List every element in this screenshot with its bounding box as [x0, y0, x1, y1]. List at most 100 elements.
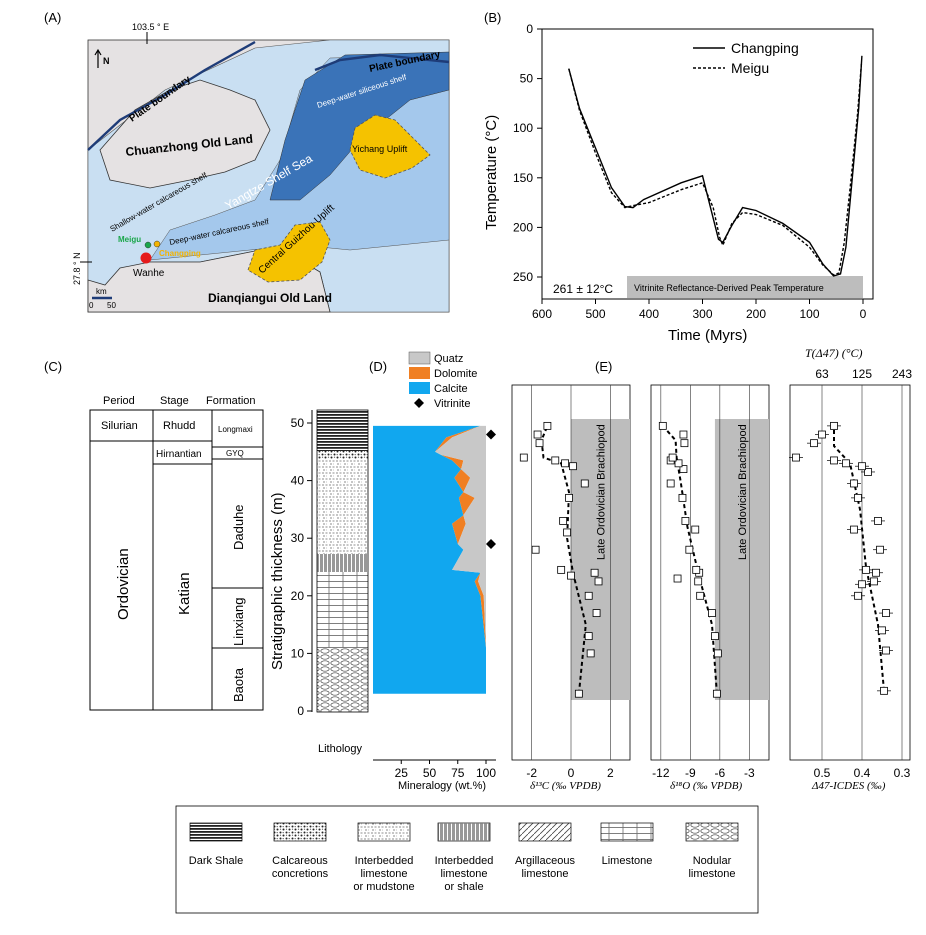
iso-point — [674, 459, 683, 468]
legend-calcite: Calcite — [434, 383, 468, 395]
thermal-ytick-label: 200 — [513, 220, 533, 234]
d47-top-tick-label: 243 — [892, 367, 912, 381]
period-ordovician: Ordovician — [115, 548, 132, 620]
iso-point — [850, 525, 858, 534]
peak-temp-label: 261 ± 12°C — [553, 282, 613, 296]
iso-tick-label: 2 — [607, 766, 614, 780]
iso-point — [691, 525, 700, 534]
mineral-area — [373, 425, 496, 694]
iso-tick-label: -2 — [526, 766, 537, 780]
iso-point — [680, 439, 689, 448]
thermal-plot-frame — [541, 28, 874, 300]
iso-point — [679, 465, 688, 473]
mineral-axis: 25 50 75 100 — [373, 759, 496, 780]
iso-point — [592, 609, 601, 617]
iso-tick-label: -9 — [685, 766, 696, 780]
iso-point — [666, 479, 675, 488]
lithology-label: Lithology — [318, 743, 363, 755]
legend-swatch-5 — [600, 822, 654, 842]
formation-gyq: GYQ — [226, 449, 244, 458]
thermal-xtick-label: 400 — [639, 307, 659, 321]
thickness-label: Stratigraphic thickness (m) — [269, 492, 286, 670]
iso-point — [830, 456, 838, 465]
panel-label-a: (A) — [44, 10, 61, 25]
mineral-xtick-label: 50 — [423, 766, 437, 780]
legend-swatch-4 — [518, 822, 572, 842]
legend-vitrinite: Vitrinite — [434, 398, 470, 410]
map-yichang-uplift — [349, 114, 431, 179]
period-silurian: Silurian — [101, 420, 138, 432]
panel-label-c: (C) — [44, 359, 62, 374]
iso-point — [557, 565, 566, 574]
d47-plot: 0.5 0.4 0.3 63 125 243 — [789, 367, 912, 780]
thermal-lines — [568, 55, 863, 277]
iso-point — [713, 649, 722, 658]
legend-vitrinite-icon — [414, 398, 424, 408]
mineral-xtick-label: 100 — [476, 766, 496, 780]
dianqiangui-label: Dianqiangui Old Land — [208, 291, 332, 305]
panel-label-b: (B) — [484, 10, 501, 25]
plate-boundary-left — [87, 40, 256, 151]
thermal-xtick-label: 100 — [799, 307, 819, 321]
brachiopod-band — [571, 419, 630, 700]
thickness-tick-label: 50 — [291, 416, 305, 430]
thermal-panel: Vitrinite Reflectance-Derived Peak Tempe… — [483, 22, 874, 344]
iso-tick-label: 0.5 — [814, 766, 831, 780]
iso-point — [531, 545, 540, 554]
iso-point — [810, 439, 818, 448]
thermal-xlabel: Time (Myrs) — [668, 327, 747, 344]
iso-point — [792, 453, 800, 462]
thickness-tick-label: 0 — [297, 704, 304, 718]
legend-label-1: Calcareous concretions — [272, 855, 329, 880]
brachiopod-band — [714, 419, 769, 700]
iso-point — [563, 528, 571, 537]
legend-meigu: Meigu — [731, 60, 769, 76]
thermal-xtick-label: 500 — [585, 307, 605, 321]
stage-hirnantian: Hirnantian — [156, 449, 202, 460]
d18o-plot: Late Ordovician Brachiopod -12 -9 -6 -3 — [650, 384, 770, 780]
iso-point — [858, 462, 866, 471]
vitrinite-marker — [486, 538, 496, 549]
scale-max: 50 — [107, 301, 116, 310]
header-period: Period — [103, 395, 135, 407]
mineral-xlabel: Mineralogy (wt.%) — [398, 780, 486, 792]
iso-point — [584, 591, 593, 600]
iso-point — [567, 571, 575, 580]
thermal-ticks: 600 500 400 300 200 100 0 0 50 100 150 200 250 — [513, 22, 867, 321]
iso-point — [882, 646, 890, 655]
legend-label-6: Nodular limestone — [688, 855, 735, 880]
iso-point — [685, 545, 694, 554]
iso-point — [569, 462, 577, 471]
changping-marker — [153, 240, 161, 248]
iso-point — [678, 493, 687, 502]
stage-rhudd: Rhudd — [163, 420, 195, 432]
legend-dolomite: Dolomite — [434, 368, 477, 380]
thickness-tick-label: 20 — [291, 589, 305, 603]
north-arrow-icon — [94, 48, 102, 68]
thermal-xtick-label: 0 — [860, 307, 867, 321]
iso-point — [594, 577, 603, 586]
brachiopod-band-label: Late Ordovician Brachiopod — [737, 424, 749, 560]
thickness-tick-label: 10 — [291, 646, 305, 660]
yichang-label: Yichang Uplift — [352, 144, 408, 154]
iso-point — [574, 689, 583, 698]
thickness-tick-label: 30 — [291, 531, 305, 545]
legend-quartz: Quatz — [434, 353, 463, 365]
vitrinite-band — [627, 276, 863, 298]
iso-point — [694, 577, 703, 586]
iso-point — [708, 609, 716, 617]
iso-point — [850, 479, 858, 488]
iso-point — [872, 568, 880, 577]
legend-label-3: Interbedded limestone or shale — [435, 855, 494, 893]
thickness-ticks: 50 40 30 20 10 0 — [291, 416, 312, 718]
latitude-label: 27.8 ° N — [72, 252, 82, 285]
iso-trend-line — [540, 425, 587, 694]
iso-point — [712, 689, 721, 698]
strat-table: Period Stage Formation Silurian Rhudd Lo… — [89, 395, 264, 711]
iso-point — [559, 517, 568, 525]
iso-point — [854, 591, 862, 600]
iso-point — [692, 565, 701, 574]
north-label: N — [103, 56, 110, 66]
